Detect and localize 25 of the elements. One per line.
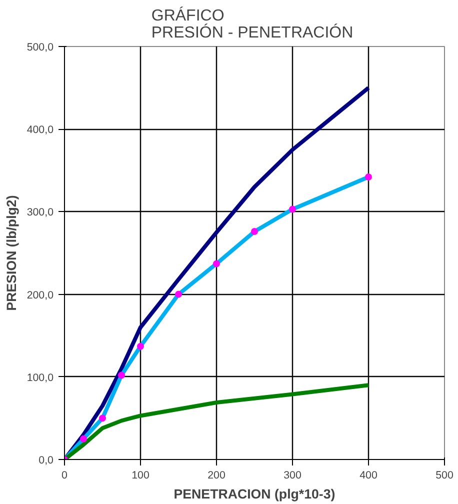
x-axis-title: PENETRACION (plg*10-3) bbox=[174, 486, 336, 502]
point bbox=[80, 435, 87, 442]
x-tick-label: 100 bbox=[132, 470, 150, 482]
line-series bbox=[64, 383, 370, 460]
y-axis-title: PRESION (lb/plg2) bbox=[4, 195, 19, 311]
point bbox=[99, 414, 106, 422]
point bbox=[251, 228, 258, 236]
y-tick-label: 0,0 bbox=[38, 454, 54, 466]
y-tick-label: 300,0 bbox=[26, 206, 54, 219]
x-tick-label: 300 bbox=[284, 470, 302, 482]
point bbox=[365, 174, 372, 180]
point bbox=[175, 290, 182, 298]
point bbox=[289, 206, 296, 213]
x-tick-label: 500 bbox=[436, 470, 454, 482]
point bbox=[118, 372, 125, 379]
x-tick-label: 200 bbox=[208, 470, 226, 482]
point bbox=[213, 260, 220, 268]
y-tick-label: 500,0 bbox=[26, 42, 54, 54]
x-tick-label: 0 bbox=[62, 470, 68, 482]
y-tick-label: 400,0 bbox=[26, 124, 54, 136]
x-tick-label: 400 bbox=[360, 470, 378, 482]
point bbox=[137, 342, 144, 350]
y-tick-label: 100,0 bbox=[26, 372, 54, 384]
chart-title: GRÁFICO PRESIÓN - PENETRACIÓN bbox=[151, 6, 354, 42]
y-tick-label: 200,0 bbox=[26, 289, 54, 302]
